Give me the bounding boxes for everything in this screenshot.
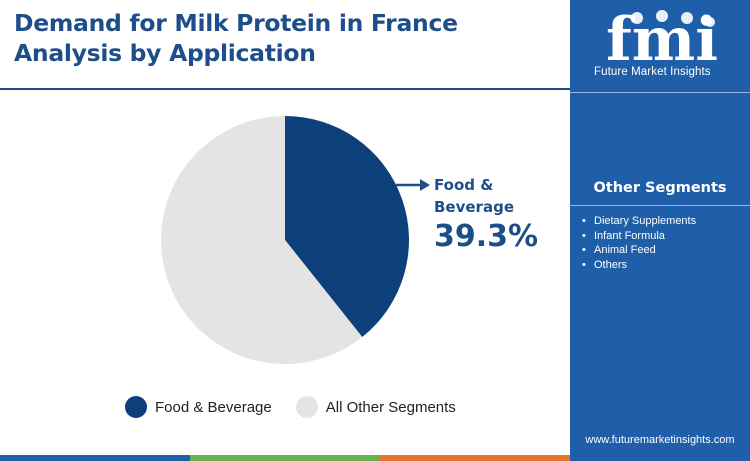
sidebar-divider-top xyxy=(570,92,750,93)
callout-label-line-1: Food & xyxy=(434,176,494,194)
page-title: Demand for Milk Protein in France Analys… xyxy=(14,8,554,68)
legend-label-other-segments: All Other Segments xyxy=(325,398,456,416)
legend-swatch-food-beverage xyxy=(125,396,147,418)
segment-item-infant-formula: Infant Formula xyxy=(582,229,696,244)
bottom-bar-segment-2 xyxy=(190,455,380,461)
other-segments-divider xyxy=(570,205,750,206)
bottom-bar-segment-1 xyxy=(0,455,190,461)
bottom-bar-segment-3 xyxy=(380,455,570,461)
other-segments-list: Dietary Supplements Infant Formula Anima… xyxy=(582,214,696,272)
title-line-1: Demand for Milk Protein in France xyxy=(14,9,458,37)
pie-chart xyxy=(160,116,409,365)
segment-item-animal-feed: Animal Feed xyxy=(582,243,696,258)
title-divider xyxy=(0,88,570,90)
bottom-color-bar xyxy=(0,455,750,461)
website-link[interactable]: www.futuremarketinsights.com xyxy=(585,434,735,446)
other-segments-title: Other Segments xyxy=(593,180,727,196)
segment-item-dietary-supplements: Dietary Supplements xyxy=(582,214,696,229)
pie-slice-all-other-segments xyxy=(160,116,363,365)
callout-label-line-2: Beverage xyxy=(434,198,514,216)
segment-item-others: Others xyxy=(582,258,696,273)
title-line-2: Analysis by Application xyxy=(14,39,316,67)
pie-slice-food-beverage xyxy=(285,116,409,338)
fmi-logo-icon: fmi xyxy=(606,8,718,75)
callout-label: Food & Beverage xyxy=(434,174,554,218)
legend-label-food-beverage: Food & Beverage xyxy=(155,398,272,416)
legend-swatch-other-segments xyxy=(295,396,318,418)
logo-tagline: Future Market Insights xyxy=(594,66,711,78)
legend-item-other-segments: All Other Segments xyxy=(295,396,456,418)
chart-legend: Food & Beverage All Other Segments xyxy=(125,396,480,418)
arrow-right-icon xyxy=(396,179,430,191)
callout-value: 39.3% xyxy=(434,219,539,254)
bottom-bar-segment-4 xyxy=(570,455,750,461)
legend-item-food-beverage: Food & Beverage xyxy=(125,396,272,418)
sidebar: fmi Future Market Insights Other Segment… xyxy=(570,0,750,455)
